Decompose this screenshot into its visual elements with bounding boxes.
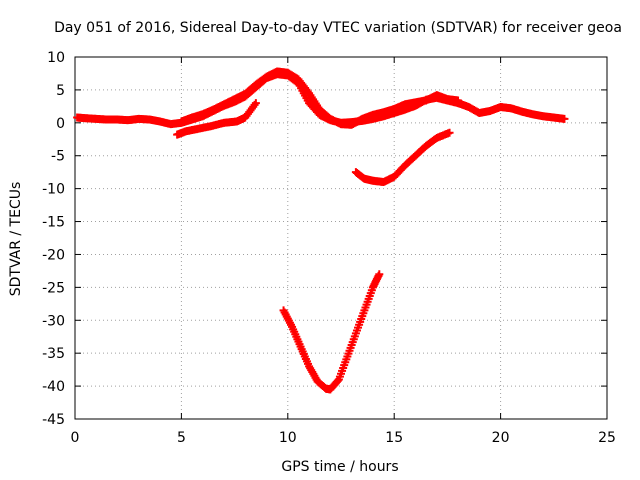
y-tick-label: -10 bbox=[42, 182, 65, 198]
y-tick-label: -25 bbox=[42, 280, 65, 296]
x-axis-label: GPS time / hours bbox=[281, 459, 398, 475]
y-tick-label: -15 bbox=[42, 215, 65, 231]
chart-title: Day 051 of 2016, Sidereal Day-to-day VTE… bbox=[54, 20, 622, 36]
y-tick-label: -5 bbox=[51, 149, 65, 165]
x-axis-ticks: 0 5 10 15 20 25 bbox=[71, 57, 616, 446]
x-tick-label: 15 bbox=[385, 430, 403, 446]
y-axis-ticks: 10 5 0 -5 -10 -15 -20 -25 -30 -35 -40 -45 bbox=[42, 50, 607, 428]
x-tick-label: 10 bbox=[279, 430, 297, 446]
y-tick-label: -20 bbox=[42, 247, 65, 263]
y-tick-label: 0 bbox=[56, 116, 65, 132]
data-point bbox=[251, 99, 260, 108]
data-point bbox=[375, 270, 384, 279]
data-point bbox=[454, 96, 463, 105]
series-arc-deep bbox=[279, 270, 384, 394]
y-tick-label: -30 bbox=[42, 313, 65, 329]
x-tick-label: 25 bbox=[598, 430, 616, 446]
data-point bbox=[445, 128, 454, 137]
y-tick-label: -45 bbox=[42, 412, 65, 428]
y-tick-label: -40 bbox=[42, 379, 65, 395]
series-arc-mid bbox=[351, 128, 454, 187]
series-arc-lower-left bbox=[173, 99, 260, 139]
data-point bbox=[560, 114, 569, 123]
data-points bbox=[73, 67, 569, 394]
x-tick-label: 5 bbox=[177, 430, 186, 446]
y-tick-label: -35 bbox=[42, 346, 65, 362]
y-tick-label: 10 bbox=[47, 50, 65, 66]
x-tick-label: 0 bbox=[71, 430, 80, 446]
y-axis-label: SDTVAR / TECUs bbox=[8, 182, 24, 297]
series-arc-main-2 bbox=[177, 67, 463, 129]
data-point bbox=[333, 376, 342, 385]
y-tick-label: 5 bbox=[56, 83, 65, 99]
plot-border bbox=[74, 56, 608, 420]
x-tick-label: 20 bbox=[492, 430, 510, 446]
